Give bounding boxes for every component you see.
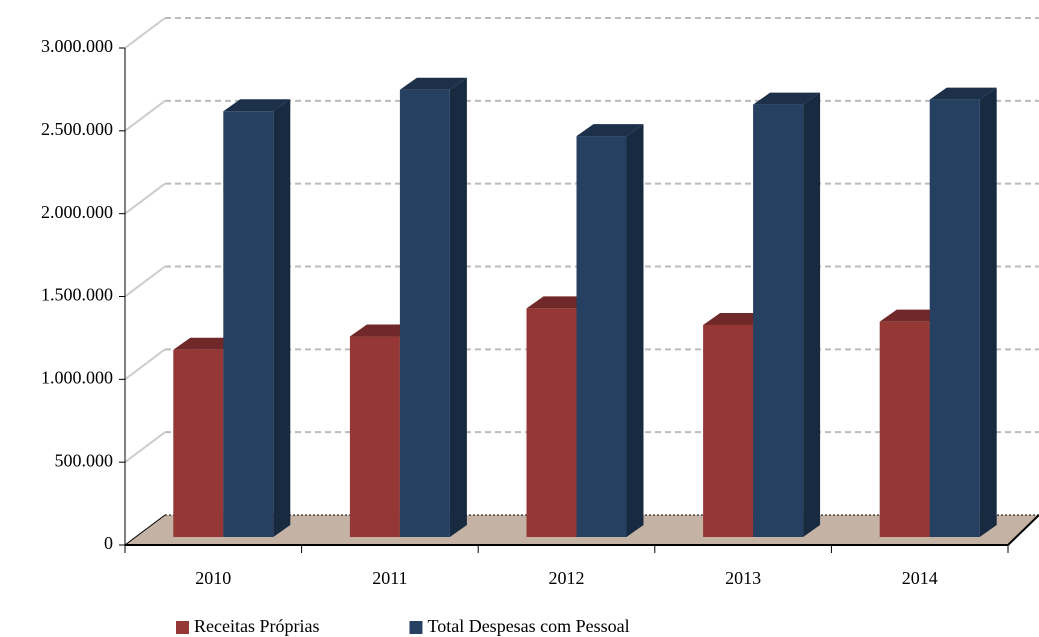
y-tick-label: 1.000.000 [41, 367, 113, 387]
wall-diagonal [124, 100, 166, 132]
y-tick-label: 3.000.000 [41, 36, 113, 56]
bar-side [449, 77, 467, 537]
bar [753, 104, 804, 538]
bar-top [753, 92, 821, 105]
wall-diagonal [124, 265, 166, 298]
wall-diagonal [124, 17, 166, 49]
y-tick-label: 2.000.000 [41, 202, 113, 222]
bar [576, 136, 627, 537]
x-tick-label: 2014 [902, 568, 938, 588]
bar [703, 324, 754, 537]
y-tick-label: 2.500.000 [41, 119, 113, 139]
bar [399, 89, 450, 537]
bar-top [223, 99, 291, 112]
floor-right-edge [1007, 514, 1039, 546]
wall-diagonal [124, 431, 166, 463]
legend-swatch [176, 621, 189, 634]
x-tick-label: 2010 [195, 568, 231, 588]
bar [879, 321, 930, 537]
x-tick-label: 2013 [725, 568, 761, 588]
y-tick-label: 1.500.000 [41, 285, 113, 305]
bar-side [979, 87, 997, 537]
bar-top [399, 77, 467, 90]
bar [349, 336, 400, 537]
bar [223, 111, 274, 537]
x-tick-label: 2011 [372, 568, 407, 588]
bar-top [576, 124, 644, 137]
y-tick-label: 0 [104, 533, 113, 553]
bar [929, 99, 980, 537]
y-tick-label: 500.000 [55, 450, 114, 470]
wall-diagonal [124, 348, 166, 381]
bar [526, 308, 577, 537]
legend-label: Total Despesas com Pessoal [427, 616, 629, 636]
x-tick-label: 2012 [549, 568, 585, 588]
bar-side [273, 99, 291, 537]
bar [173, 349, 224, 537]
legend-label: Receitas Próprias [194, 616, 319, 636]
legend-swatch [409, 621, 423, 634]
wall-diagonal [124, 182, 166, 215]
floor-left-edge [124, 514, 166, 546]
bar-side [803, 92, 821, 538]
bar-side [626, 124, 644, 537]
bar-top [929, 87, 997, 100]
